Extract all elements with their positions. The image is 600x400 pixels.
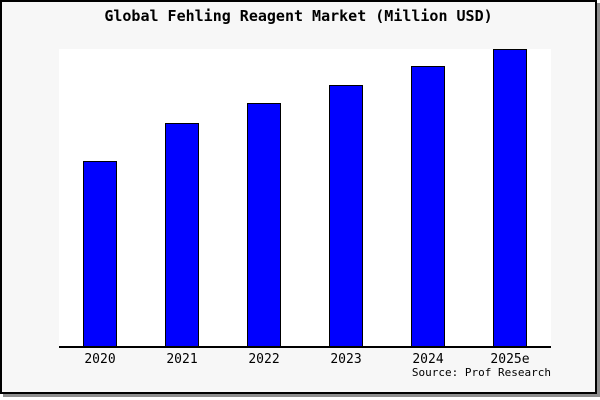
x-tick-label-2024: 2024: [412, 352, 444, 367]
x-tick-label-2023: 2023: [330, 352, 362, 367]
x-tick-label-2021: 2021: [166, 352, 198, 367]
bar-2022: [247, 103, 281, 346]
bar-column-2020: [59, 49, 141, 346]
x-tick-label-2025e: 2025e: [490, 352, 530, 367]
source-note: Source: Prof Research: [411, 366, 551, 379]
chart-title: Global Fehling Reagent Market (Million U…: [104, 7, 493, 25]
bar-2020: [83, 160, 117, 346]
bar-column-2025e: [469, 49, 551, 346]
x-tick-label-2022: 2022: [248, 352, 280, 367]
bar-2021: [165, 122, 199, 346]
bar-column-2022: [223, 49, 305, 346]
bar-column-2024: [387, 49, 469, 346]
bar-2025e: [493, 49, 527, 346]
x-axis-labels: 2020 2021 2022 2023 2024 2025e: [59, 352, 551, 367]
bar-2024: [411, 65, 445, 346]
plot-area: [59, 49, 551, 348]
bar-column-2023: [305, 49, 387, 346]
x-tick-label-2020: 2020: [84, 352, 116, 367]
bar-2023: [329, 84, 363, 346]
bar-column-2021: [141, 49, 223, 346]
